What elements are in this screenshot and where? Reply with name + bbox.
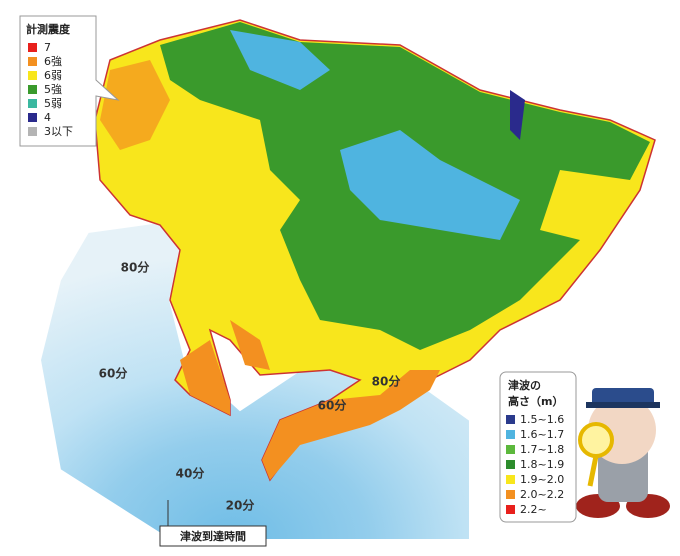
arrival-label: 80分: [372, 374, 401, 389]
legend-swatch: [28, 99, 37, 108]
legend-label: 5弱: [44, 97, 62, 110]
legend-label: 2.0~2.2: [520, 488, 564, 501]
arrival-label: 20分: [226, 498, 255, 513]
caption: 津波到達時間: [180, 529, 246, 543]
land-zone: [230, 30, 520, 240]
legend-box: [499, 371, 577, 523]
legend-swatch: [28, 85, 37, 94]
legend-swatch: [506, 445, 515, 454]
legend-box: [19, 15, 120, 147]
legend-label: 5強: [44, 83, 62, 96]
legend-label: 4: [44, 111, 51, 124]
mascot: [576, 388, 670, 518]
caption-box: [159, 525, 267, 547]
coast-zone: [100, 60, 170, 150]
legend-swatch: [28, 113, 37, 122]
legend-label: 1.6~1.7: [520, 428, 564, 441]
legend-swatch: [506, 505, 515, 514]
legend-title: 計測震度: [26, 22, 71, 36]
legend-label: 6弱: [44, 69, 62, 82]
legend-swatch: [506, 430, 515, 439]
legend-label: 2.2~: [520, 503, 547, 516]
land-zone: [510, 90, 525, 140]
arrival-label: 60分: [318, 398, 347, 413]
legend-title: 津波の: [508, 378, 541, 392]
legend-swatch: [28, 71, 37, 80]
legend-swatch: [28, 57, 37, 66]
legend-label: 1.9~2.0: [520, 473, 564, 486]
arrival-label: 60分: [99, 366, 128, 381]
legend-swatch: [506, 415, 515, 424]
legend-label: 1.7~1.8: [520, 443, 564, 456]
legend-label: 1.8~1.9: [520, 458, 564, 471]
legend-swatch: [506, 475, 515, 484]
legend-swatch: [506, 460, 515, 469]
coast-zone: [180, 320, 440, 480]
legend-label: 3以下: [44, 125, 73, 138]
arrival-label: 80分: [121, 260, 150, 275]
legend-label: 7: [44, 41, 51, 54]
arrival-label: 40分: [176, 466, 205, 481]
legend-swatch: [28, 43, 37, 52]
legend-swatch: [506, 490, 515, 499]
legend-label: 6強: [44, 55, 62, 68]
legend-title: 高さ（m）: [508, 394, 563, 408]
legend-swatch: [28, 127, 37, 136]
legend-label: 1.5~1.6: [520, 413, 564, 426]
